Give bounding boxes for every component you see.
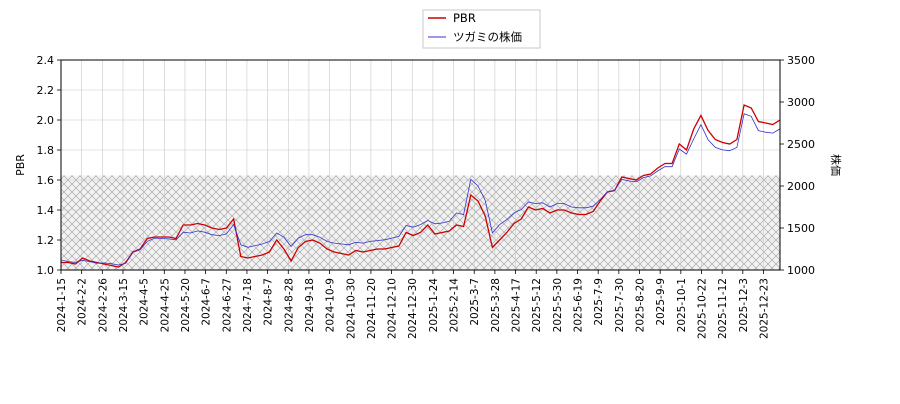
x-tick-label: 2024-5-20: [180, 278, 192, 332]
x-tick-label: 2025-2-14: [449, 278, 461, 333]
x-tick-label: 2025-12-3: [738, 278, 750, 332]
x-tick-label: 2025-7-9: [593, 278, 605, 326]
y-left-tick-label: 1.6: [37, 174, 55, 187]
x-tick-label: 2025-1-24: [428, 278, 440, 333]
y-right-tick-label: 1500: [787, 222, 815, 235]
x-tick-label: 2024-10-30: [345, 278, 357, 339]
y-left-tick-label: 1.0: [37, 264, 55, 277]
y-left-tick-label: 2.2: [37, 84, 55, 97]
x-tick-label: 2025-10-1: [676, 278, 688, 332]
x-tick-label: 2024-3-15: [118, 278, 130, 332]
x-tick-label: 2025-10-22: [696, 278, 708, 339]
x-tick-label: 2024-10-9: [325, 278, 337, 332]
x-tick-label: 2025-4-17: [511, 278, 523, 332]
x-tick-label: 2025-5-30: [552, 278, 564, 332]
legend-box: [422, 9, 541, 49]
series-line-stock-price: [60, 113, 781, 266]
x-tick-label: 2025-3-28: [490, 278, 502, 332]
y-right-tick-label: 3000: [787, 96, 815, 109]
x-tick-label: 2025-5-12: [531, 278, 543, 332]
y-right-tick-label: 1000: [787, 264, 815, 277]
x-tick-label: 2024-6-7: [201, 278, 213, 326]
x-tick-label: 2024-2-2: [77, 278, 89, 326]
y-left-axis-label: PBR: [14, 154, 27, 176]
x-tick-label: 2024-11-20: [366, 278, 378, 339]
legend-label-pbr: PBR: [453, 11, 476, 25]
x-tick-label: 2025-9-9: [655, 278, 667, 326]
x-tick-label: 2024-8-28: [283, 278, 295, 332]
x-tick-label: 2024-4-25: [159, 278, 171, 332]
y-left-tick-label: 1.8: [37, 144, 55, 157]
x-tick-label: 2025-7-30: [614, 278, 626, 332]
x-tick-label: 2024-7-18: [242, 278, 254, 332]
x-tick-label: 2024-12-10: [387, 278, 399, 339]
y-left-tick-label: 2.0: [37, 114, 55, 127]
x-tick-label: 2025-11-12: [717, 278, 729, 339]
y-left-tick-label: 1.4: [37, 204, 55, 217]
series-line-pbr: [61, 104, 781, 268]
y-right-tick-label: 2500: [787, 138, 815, 151]
x-tick-label: 2025-6-19: [573, 278, 585, 332]
x-tick-label: 2025-12-23: [758, 278, 770, 339]
y-right-tick-label: 3500: [787, 54, 815, 67]
x-tick-label: 2024-6-27: [221, 278, 233, 332]
x-tick-label: 2024-12-30: [407, 278, 419, 339]
y-right-tick-label: 2000: [787, 180, 815, 193]
y-left-tick-label: 2.4: [37, 54, 55, 67]
x-tick-label: 2024-9-18: [304, 278, 316, 332]
x-tick-label: 2024-2-26: [97, 278, 109, 333]
legend-label-stock-price: ツガミの株価: [453, 30, 522, 44]
y-left-tick-label: 1.2: [37, 234, 55, 247]
x-tick-label: 2024-8-7: [263, 278, 275, 326]
x-tick-label: 2024-4-5: [139, 278, 151, 326]
y-right-axis-label: 株価: [829, 154, 843, 176]
x-tick-label: 2024-1-15: [56, 278, 68, 332]
x-tick-label: 2025-3-7: [469, 278, 481, 326]
hatched-region: [61, 175, 780, 270]
x-tick-label: 2025-8-20: [635, 278, 647, 332]
plot-frame: [60, 59, 781, 271]
